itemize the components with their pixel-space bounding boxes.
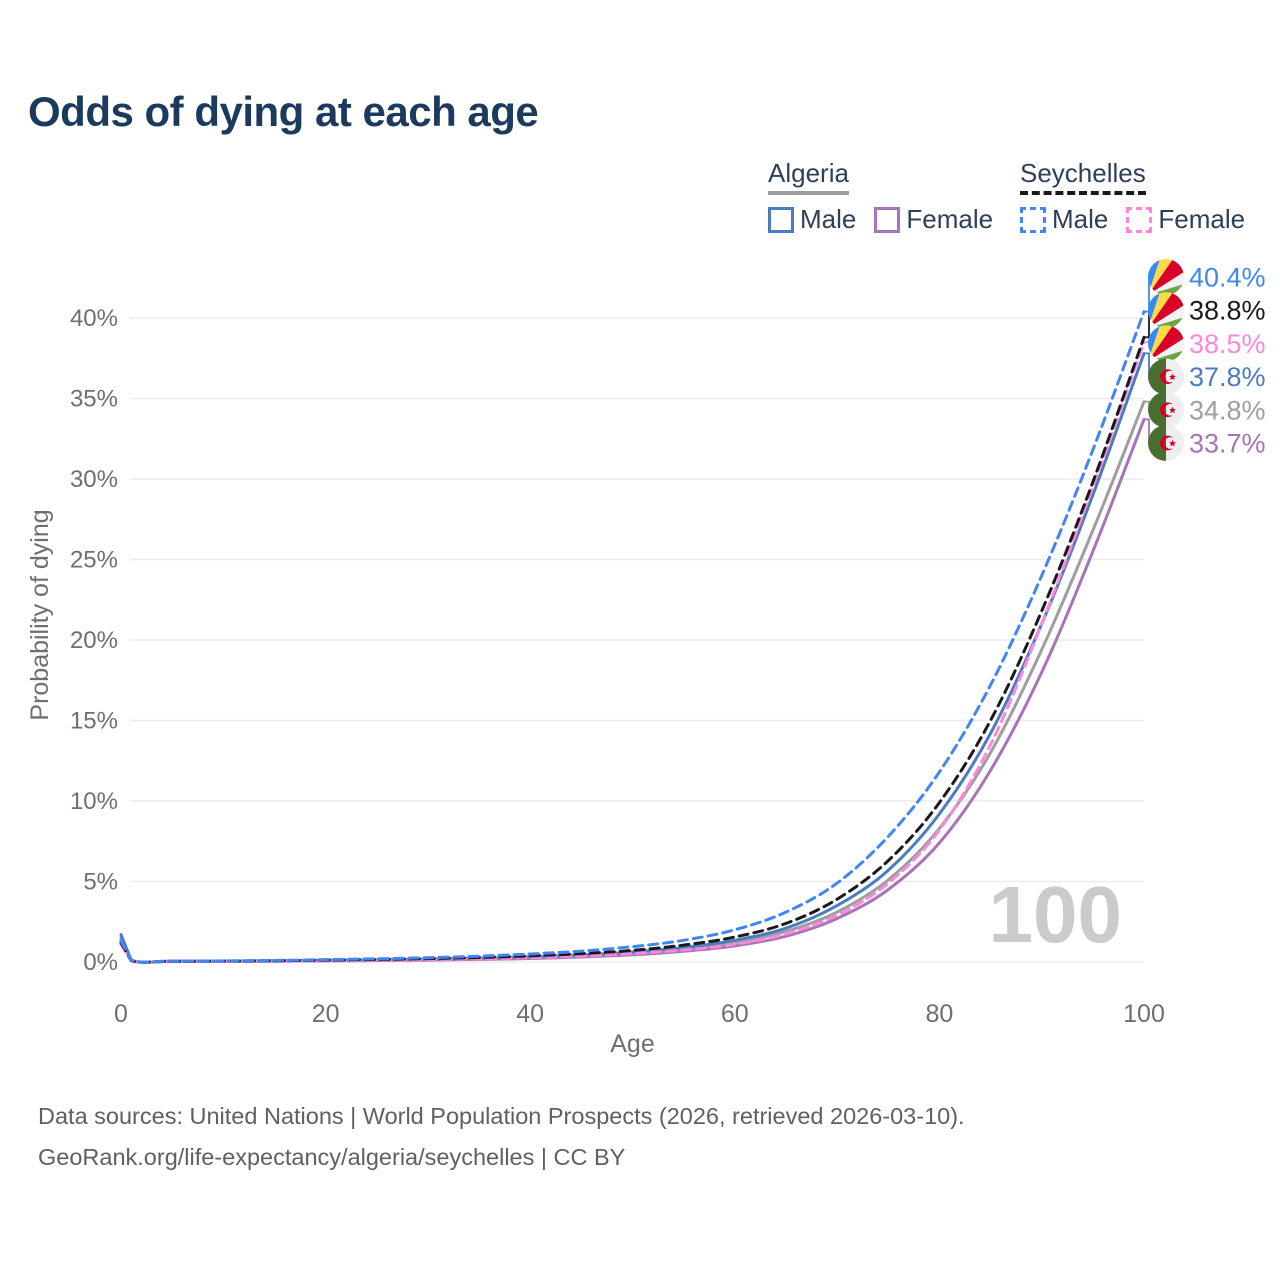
legend-item-algeria-male[interactable]: Male [768,204,856,235]
seychelles-female-swatch-icon [1126,206,1153,233]
x-tick-label: 40 [516,1000,544,1028]
end-label-flag [1148,292,1184,329]
y-tick-label: 0% [83,949,118,976]
y-tick-label: 5% [83,869,118,896]
legend-item-seychelles-male[interactable]: Male [1020,204,1108,235]
x-axis-title: Age [610,1030,654,1058]
legend-label-seychelles-male: Male [1052,204,1109,234]
end-label-seychelles-both: 38.8% [1189,296,1266,326]
legend-country-seychelles[interactable]: Seychelles [1020,158,1146,195]
algeria-flag-icon [1148,358,1184,395]
legend-label-seychelles-female: Female [1158,204,1246,234]
end-label-flag [1148,358,1184,395]
legend-label-algeria-female: Female [906,204,994,234]
footer-data-sources: Data sources: United Nations | World Pop… [38,1103,965,1129]
curve-seychelles-both[interactable] [119,335,1146,964]
y-tick-label: 30% [70,466,118,493]
legend-row-seychelles: Male Female [1020,204,1245,235]
algeria-flag-icon [1148,391,1184,428]
y-axis-title: Probability of dying [26,509,54,720]
end-label-seychelles-male: 40.4% [1189,263,1266,293]
age-watermark: 100 [989,870,1122,959]
end-label-algeria-male: 37.8% [1189,362,1266,392]
y-tick-label: 40% [70,305,118,332]
end-label-algeria-female: 33.7% [1189,429,1266,459]
end-label-flag [1148,425,1184,461]
legend-label-algeria-male: Male [800,204,857,234]
legend-group-algeria: Algeria Male Female [768,158,993,235]
legend-item-seychelles-female[interactable]: Female [1126,204,1245,235]
legend-item-algeria-female[interactable]: Female [874,204,993,235]
algeria-male-swatch-icon [768,206,794,233]
y-tick-label: 15% [70,708,118,735]
x-tick-label: 100 [1123,1000,1165,1028]
footer: Data sources: United Nations | World Pop… [38,1096,965,1178]
y-tick-label: 25% [70,547,118,574]
end-label-flag [1148,391,1184,428]
legend-group-seychelles: Seychelles Male Female [1020,158,1245,235]
x-tick-label: 80 [925,1000,953,1028]
curve-seychelles-female[interactable] [119,340,1146,964]
end-label-seychelles-female: 38.5% [1189,329,1266,359]
seychelles-flag-icon [1148,292,1184,329]
x-tick-label: 20 [312,1000,340,1028]
y-tick-label: 20% [70,627,118,654]
y-tick-label: 35% [70,386,118,413]
seychelles-male-swatch-icon [1020,206,1046,233]
algeria-flag-icon [1148,425,1184,461]
seychelles-flag-icon [1148,259,1184,295]
algeria-female-swatch-icon [874,206,901,233]
legend-row-algeria: Male Female [768,204,993,235]
end-label-flag [1148,325,1184,362]
x-tick-label: 0 [114,1000,128,1028]
y-tick-label: 10% [70,788,118,815]
seychelles-flag-icon [1148,325,1184,362]
legend-country-algeria[interactable]: Algeria [768,158,849,195]
footer-attribution: GeoRank.org/life-expectancy/algeria/seyc… [38,1144,626,1170]
end-label-algeria-both: 34.8% [1189,395,1266,425]
x-tick-label: 60 [721,1000,749,1028]
curve-seychelles-male[interactable] [119,310,1146,964]
end-label-flag [1148,259,1184,295]
page-title: Odds of dying at each age [28,88,539,135]
